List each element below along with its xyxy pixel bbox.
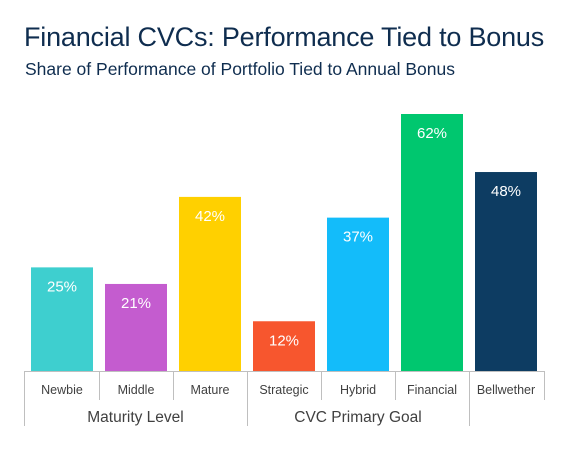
category-label-financial: Financial bbox=[407, 383, 457, 397]
chart-subtitle: Share of Performance of Portfolio Tied t… bbox=[25, 59, 455, 79]
bar-financial bbox=[401, 114, 463, 371]
category-label-strategic: Strategic bbox=[259, 383, 308, 397]
category-label-middle: Middle bbox=[118, 383, 155, 397]
value-labels-layer: 25% 21% 42% 12% 37% 62% 48% bbox=[47, 125, 521, 349]
bar-middle bbox=[105, 283, 167, 371]
chart-title: Financial CVCs: Performance Tied to Bonu… bbox=[24, 22, 545, 52]
value-label-strategic: 12% bbox=[269, 332, 299, 349]
value-label-financial: 62% bbox=[417, 125, 447, 142]
category-label-newbie: Newbie bbox=[41, 383, 83, 397]
bar-strategic bbox=[253, 321, 315, 371]
category-label-hybrid: Hybrid bbox=[340, 383, 376, 397]
bar-hybrid bbox=[327, 217, 389, 371]
category-axis bbox=[24, 371, 545, 426]
bar-bellwether bbox=[475, 172, 537, 371]
group-label-1: CVC Primary Goal bbox=[294, 409, 421, 426]
bars-layer bbox=[31, 114, 537, 371]
value-label-newbie: 25% bbox=[47, 278, 77, 295]
value-label-bellwether: 48% bbox=[491, 183, 521, 200]
category-labels-layer: Newbie Middle Mature Strategic Hybrid Financi… bbox=[41, 383, 535, 397]
category-label-mature: Mature bbox=[191, 383, 230, 397]
group-labels-layer: Maturity Level CVC Primary Goal bbox=[87, 409, 421, 426]
value-label-mature: 42% bbox=[195, 208, 225, 225]
value-label-hybrid: 37% bbox=[343, 229, 373, 246]
group-label-0: Maturity Level bbox=[87, 409, 183, 426]
bar-newbie bbox=[31, 267, 93, 371]
value-label-middle: 21% bbox=[121, 295, 151, 312]
bar-mature bbox=[179, 196, 241, 371]
category-label-bellwether: Bellwether bbox=[477, 383, 535, 397]
